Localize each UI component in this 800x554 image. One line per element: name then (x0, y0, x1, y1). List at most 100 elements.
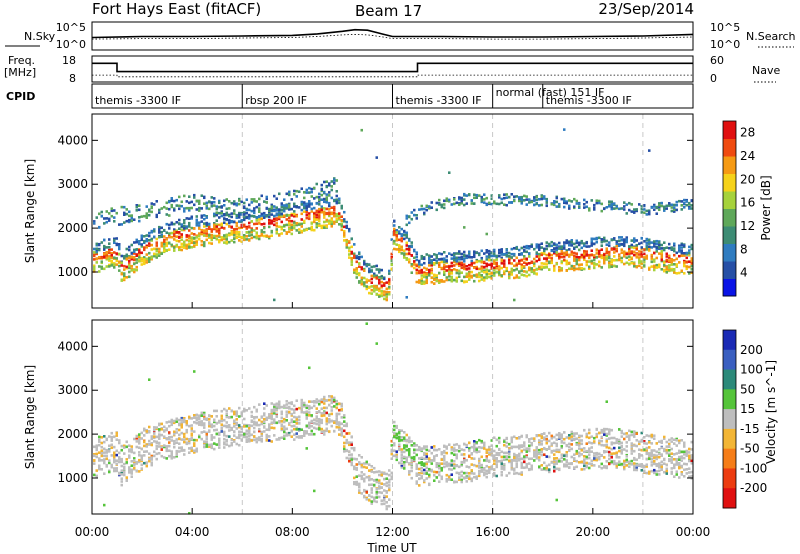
power-cell (618, 257, 621, 260)
power-cell (515, 276, 518, 279)
velocity-cell (170, 423, 173, 427)
power-cell (255, 231, 258, 234)
power-cell (668, 246, 671, 250)
velocity-cell (328, 418, 331, 421)
velocity-cell (175, 454, 178, 458)
power-cell (300, 187, 303, 190)
power-cell (93, 265, 96, 269)
power-cell (540, 195, 543, 199)
velocity-cell (198, 415, 201, 418)
power-cell (535, 202, 538, 206)
power-cell (563, 197, 566, 201)
power-cell (463, 192, 466, 196)
power-cell (423, 257, 426, 261)
power-cell (510, 201, 513, 204)
power-cell (240, 223, 243, 227)
velocity-cell (305, 410, 308, 413)
power-cell (180, 233, 183, 236)
power-cell (623, 208, 626, 211)
power-cell (573, 242, 576, 246)
power-cell (385, 290, 388, 294)
power-cell (690, 243, 693, 247)
power-cell (225, 211, 228, 215)
power-cell (203, 241, 206, 244)
power-cell (100, 267, 103, 270)
power-cell (393, 219, 396, 223)
power-cell (455, 262, 458, 266)
power-cell (638, 261, 641, 264)
velocity-cell (493, 436, 496, 439)
velocity-cell (333, 429, 336, 433)
velocity-cell (355, 468, 358, 471)
power-cell (628, 247, 631, 251)
power-cell (100, 265, 103, 269)
velocity-cell (343, 447, 346, 451)
power-cell (458, 252, 461, 255)
power-cell (140, 245, 143, 248)
velocity-cell (213, 436, 216, 439)
velocity-cell (178, 437, 181, 441)
power-cell (413, 213, 416, 217)
velocity-cell (390, 475, 393, 478)
power-cell (475, 196, 478, 199)
power-cell (478, 275, 481, 279)
power-cell (625, 212, 628, 215)
velocity-cell (275, 438, 278, 441)
power-cell (650, 260, 653, 264)
power-cell (303, 229, 306, 232)
velocity-cell (325, 420, 328, 423)
velocity-cell (270, 402, 273, 405)
power-cell (483, 260, 486, 264)
power-cell (688, 272, 691, 275)
power-cell (515, 268, 518, 271)
power-cell (363, 263, 366, 266)
power-cell (338, 212, 341, 215)
power-cell (225, 222, 228, 226)
velocity-cell (243, 425, 246, 428)
power-cell (465, 254, 468, 258)
power-cell (153, 247, 156, 251)
power-cell (428, 261, 431, 264)
velocity-cell (328, 430, 331, 433)
velocity-cell (418, 457, 421, 460)
velocity-cell (463, 453, 466, 456)
power-cell (673, 259, 676, 262)
power-cell (413, 260, 416, 263)
power-cell (128, 210, 131, 214)
power-cell (158, 208, 161, 212)
power-cell (140, 243, 143, 246)
power-cell (380, 289, 383, 293)
velocity-cell (268, 416, 271, 420)
power-cell (445, 269, 448, 272)
power-cell (595, 236, 598, 240)
power-cell (643, 261, 646, 264)
power-cell (230, 226, 233, 229)
velocity-cell (283, 434, 286, 438)
velocity-cell (108, 470, 111, 474)
power-cell (208, 200, 211, 204)
power-cell (108, 265, 111, 268)
power-cell (248, 217, 251, 220)
velocity-cell (118, 472, 121, 476)
power-cell (518, 276, 521, 279)
power-cell (685, 260, 688, 264)
power-cell (303, 204, 306, 207)
power-cell (380, 291, 383, 295)
power-cell (560, 250, 563, 253)
power-cell (248, 225, 251, 229)
power-cell (120, 261, 123, 264)
power-cell (648, 242, 651, 245)
freq-tick-bottom: 8 (69, 72, 76, 85)
power-cell (260, 214, 263, 217)
velocity-cell (180, 423, 183, 426)
velocity-cell (135, 445, 138, 449)
power-cell (315, 216, 318, 220)
power-cell (178, 195, 181, 199)
velocity-cell (258, 403, 261, 406)
power-cell (533, 271, 536, 275)
power-cell (428, 271, 431, 274)
power-cell (313, 218, 316, 221)
power-cell (210, 242, 213, 245)
power-cell (508, 276, 511, 280)
power-cell (125, 219, 128, 223)
